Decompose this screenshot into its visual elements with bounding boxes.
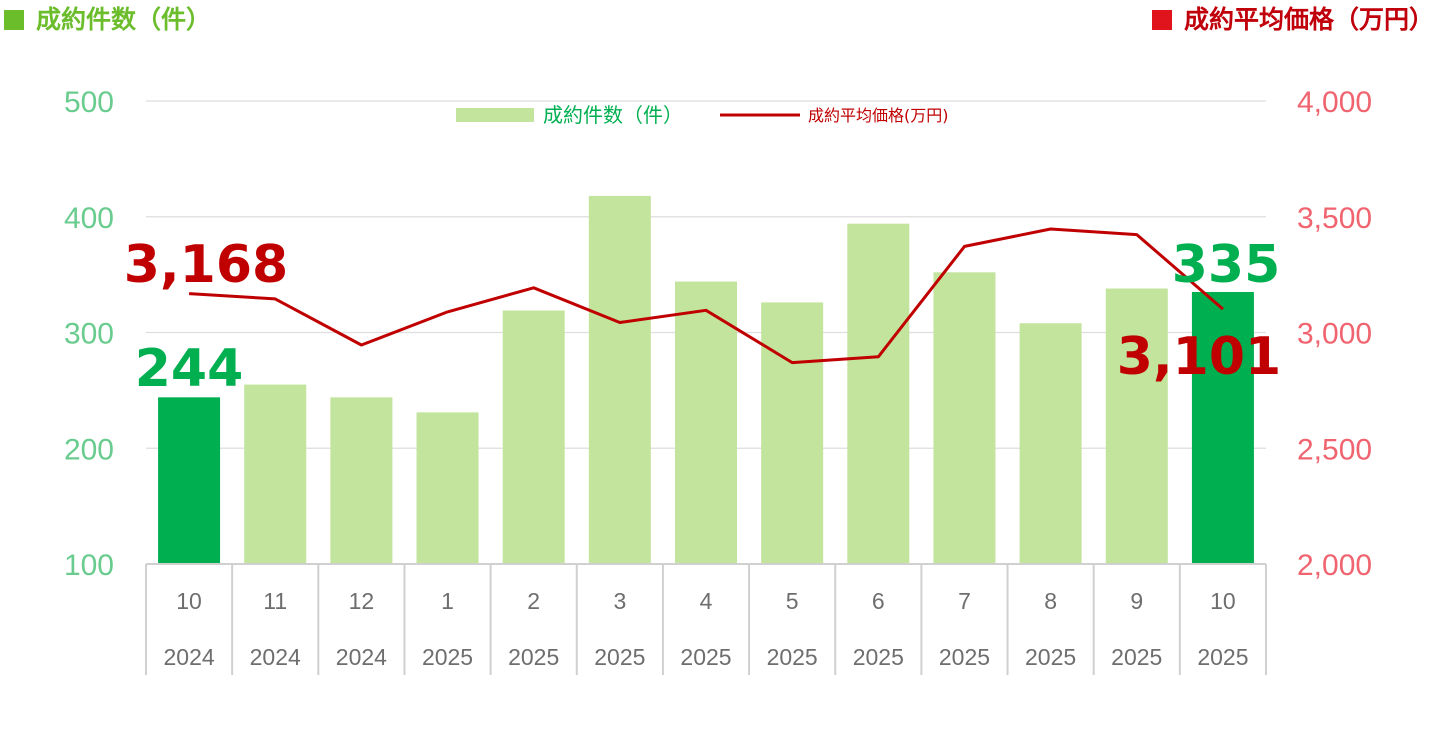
bar [416, 412, 479, 564]
x-tick-month: 9 [1130, 588, 1143, 614]
bar [502, 310, 565, 564]
bar [588, 195, 651, 565]
x-tick-month: 7 [958, 588, 971, 614]
x-tick-year: 2025 [594, 644, 645, 670]
left-axis-title: 成約件数（件） [4, 2, 211, 38]
x-tick-month: 5 [786, 588, 799, 614]
x-tick-month: 8 [1044, 588, 1057, 614]
x-tick-year: 2025 [422, 644, 473, 670]
x-tick-year: 2025 [1025, 644, 1076, 670]
right-axis-tick: 2,000 [1297, 549, 1372, 582]
right-axis-tick: 2,500 [1297, 433, 1372, 466]
data-label-first-price: 3,168 [124, 235, 288, 295]
x-tick-year: 2024 [336, 644, 387, 670]
bar [933, 272, 996, 564]
x-tick-month: 4 [700, 588, 713, 614]
x-tick-year: 2025 [508, 644, 559, 670]
x-tick-month: 10 [1210, 588, 1236, 614]
x-tick-month: 1 [441, 588, 454, 614]
left-axis-tick: 400 [64, 202, 114, 235]
left-axis-tick: 200 [64, 433, 114, 466]
right-axis-tick: 3,500 [1297, 202, 1372, 235]
x-tick-month: 10 [176, 588, 202, 614]
bar [244, 384, 307, 564]
right-axis-tick: 3,000 [1297, 318, 1372, 351]
legend-line-label: 成約平均価格(万円) [808, 106, 949, 125]
x-tick-month: 2 [527, 588, 540, 614]
x-tick-year: 2025 [1197, 644, 1248, 670]
x-tick-month: 6 [872, 588, 885, 614]
bar [761, 302, 824, 564]
right-axis-title-text: 成約平均価格（万円） [1183, 5, 1434, 34]
left-axis-tick: 300 [64, 318, 114, 351]
x-tick-year: 2025 [939, 644, 990, 670]
bar [1191, 291, 1254, 564]
x-tick-year: 2025 [680, 644, 731, 670]
x-tick-month: 11 [263, 588, 287, 614]
x-tick-year: 2024 [163, 644, 214, 670]
x-tick-year: 2025 [853, 644, 904, 670]
legend-bar-label: 成約件数（件） [543, 103, 683, 127]
green-square-icon [4, 10, 24, 30]
data-label-last-price: 3,101 [1117, 327, 1281, 387]
x-tick-month: 3 [613, 588, 626, 614]
red-square-icon [1151, 10, 1172, 30]
left-axis-title-text: 成約件数（件） [36, 5, 212, 34]
bar [847, 223, 910, 564]
right-axis-tick: 4,000 [1297, 86, 1372, 119]
bar [330, 397, 393, 564]
legend-bar-swatch [456, 108, 534, 122]
x-tick-month: 12 [349, 588, 375, 614]
x-tick-year: 2025 [767, 644, 818, 670]
data-label-first-bar: 244 [135, 339, 244, 399]
bar [158, 397, 221, 564]
price-line [189, 227, 1224, 365]
right-axis-title: 成約平均価格（万円） [1151, 2, 1434, 38]
left-axis-tick: 500 [64, 86, 114, 119]
bar [675, 281, 737, 564]
data-label-last-bar: 335 [1172, 235, 1281, 295]
x-tick-year: 2025 [1111, 644, 1162, 670]
x-tick-year: 2024 [250, 644, 301, 670]
bar [1105, 288, 1168, 564]
bar [1019, 323, 1082, 564]
left-axis-tick: 100 [64, 549, 114, 582]
